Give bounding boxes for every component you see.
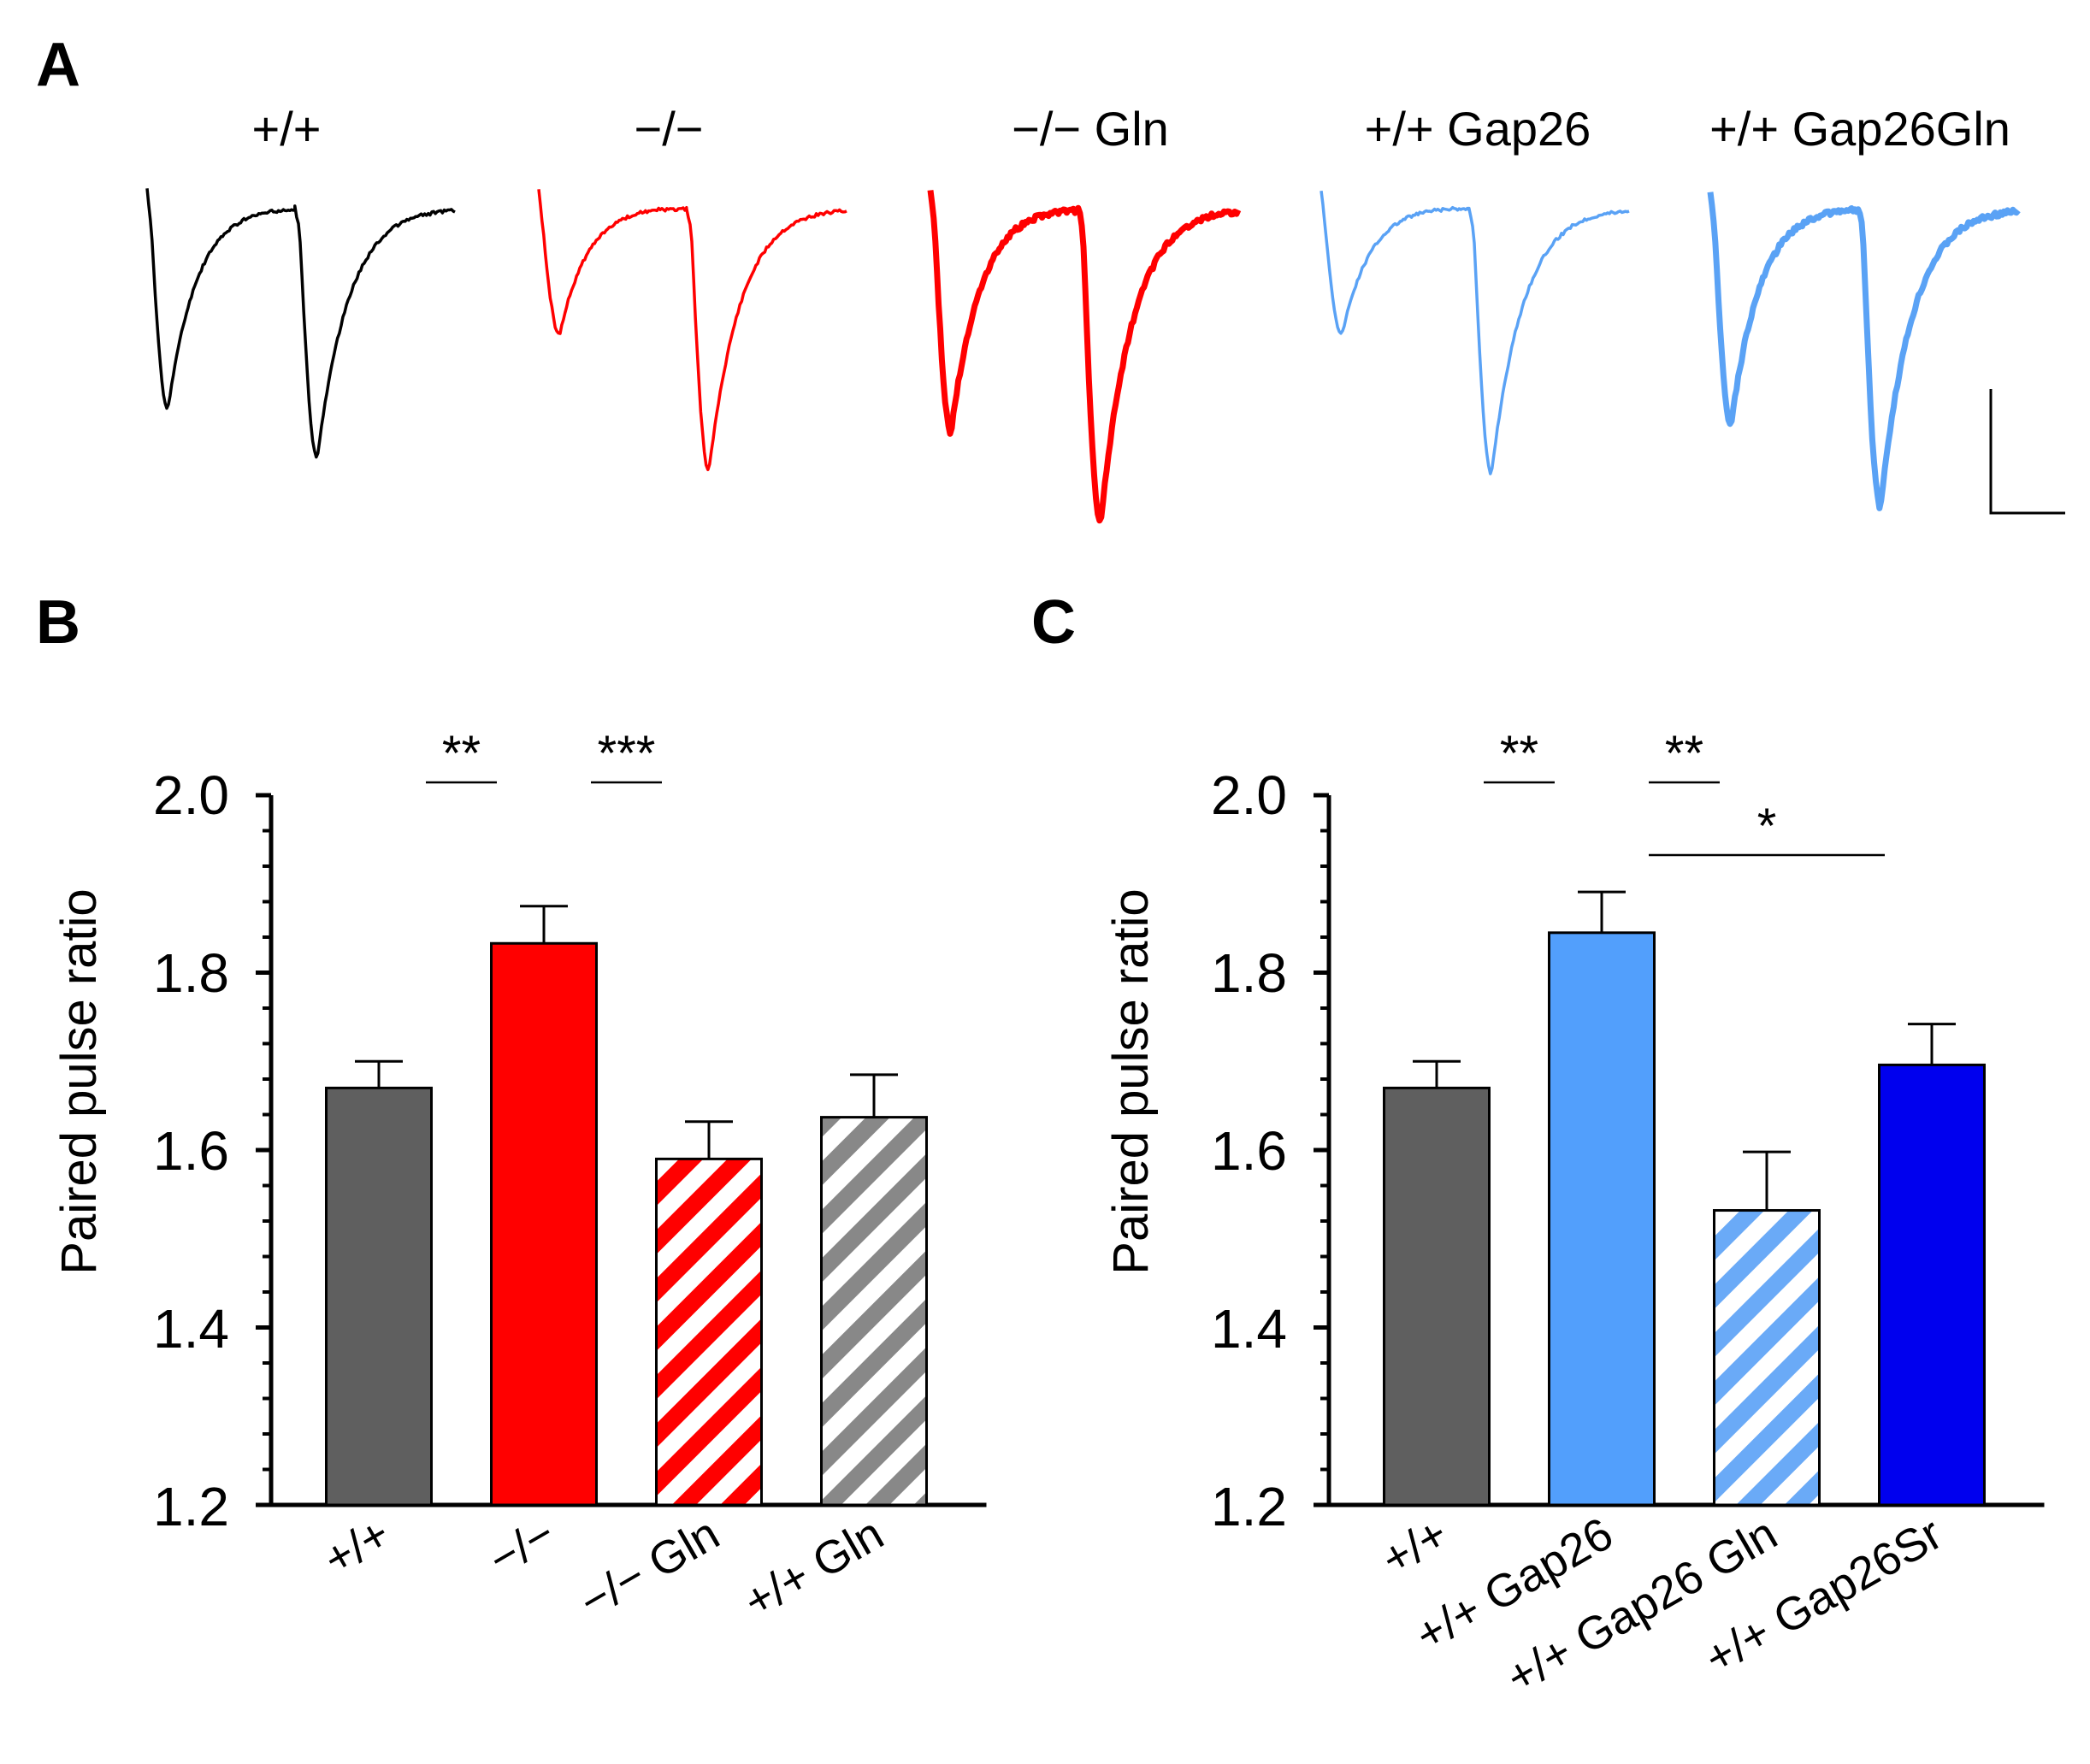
x-tick-label-b-3: +/+ Gln xyxy=(735,1507,892,1628)
bar-c-2 xyxy=(1713,1209,1821,1507)
significance-b: ** *** xyxy=(426,726,662,784)
significance-label-c-2: * xyxy=(1757,799,1777,854)
bar-b-1 xyxy=(490,941,598,1507)
x-tick-label-b-2: −/− Gln xyxy=(571,1507,728,1628)
x-tick-label-b-1: −/− xyxy=(480,1507,564,1585)
panel-label-b: B xyxy=(36,588,80,657)
y-tick-label-b-2.0: 2.0 xyxy=(153,764,229,826)
significance-label-b-1: *** xyxy=(598,726,656,782)
panel-c-chart: Paired pulse ratio 2.0 1.8 1.6 1.4 1.2 *… xyxy=(1103,726,2045,1704)
significance-label-c-0: ** xyxy=(1500,726,1538,782)
trace-wt xyxy=(145,188,456,459)
x-tick-label-b-0: +/+ xyxy=(315,1507,399,1585)
y-tick-label-b-1.2: 1.2 xyxy=(153,1476,229,1537)
bars-b xyxy=(325,905,928,1507)
panel-label-c: C xyxy=(1031,588,1076,657)
bar-c-3 xyxy=(1878,1063,1986,1507)
y-tick-label-b-1.6: 1.6 xyxy=(153,1120,229,1182)
y-tick-label-c-1.6: 1.6 xyxy=(1211,1120,1287,1182)
trace-title-gap26-gln: +/+ Gap26Gln xyxy=(1709,102,2010,156)
trace-title-wt: +/+ xyxy=(252,102,322,156)
bar-c-1 xyxy=(1548,931,1656,1507)
y-axis-label-b: Paired pulse ratio xyxy=(51,888,107,1274)
y-tick-label-b-1.4: 1.4 xyxy=(153,1298,229,1360)
y-tick-label-b-1.8: 1.8 xyxy=(153,942,229,1004)
trace-gap26-gln xyxy=(1707,192,2021,511)
bar-b-2 xyxy=(655,1157,763,1507)
bar-b-0 xyxy=(325,1086,433,1507)
y-tick-label-c-1.4: 1.4 xyxy=(1211,1298,1287,1360)
trace-gap26 xyxy=(1320,190,1630,475)
significance-c: ** *** xyxy=(1484,726,1885,857)
y-axis-label-c: Paired pulse ratio xyxy=(1103,888,1159,1274)
trace-title-gap26: +/+ Gap26 xyxy=(1365,102,1591,156)
trace-title-ko: −/− xyxy=(635,102,704,156)
panel-label-a: A xyxy=(36,31,80,99)
trace-title-ko-gln: −/− Gln xyxy=(1012,102,1169,156)
trace-ko-gln xyxy=(927,190,1242,524)
significance-label-b-0: ** xyxy=(442,726,481,782)
y-tick-label-c-2.0: 2.0 xyxy=(1211,764,1287,826)
trace-ko xyxy=(537,189,847,472)
scale-bar xyxy=(1989,389,2065,515)
x-tick-label-c-2: +/+ Gap26 Gln xyxy=(1497,1507,1786,1703)
bar-c-0 xyxy=(1383,1086,1491,1507)
significance-label-c-1: ** xyxy=(1665,726,1703,782)
x-tick-label-c-0: +/+ xyxy=(1373,1507,1456,1585)
bars-c xyxy=(1383,890,1986,1507)
panel-a-traces: +/+ −/− −/− Gln +/+ Gap26 +/+ Gap26Gln xyxy=(145,102,2065,524)
bar-b-3 xyxy=(820,1116,928,1507)
panel-b-chart: Paired pulse ratio 2.0 1.8 1.6 1.4 1.2 *… xyxy=(51,726,987,1628)
y-tick-label-c-1.2: 1.2 xyxy=(1211,1476,1287,1537)
y-tick-label-c-1.8: 1.8 xyxy=(1211,942,1287,1004)
